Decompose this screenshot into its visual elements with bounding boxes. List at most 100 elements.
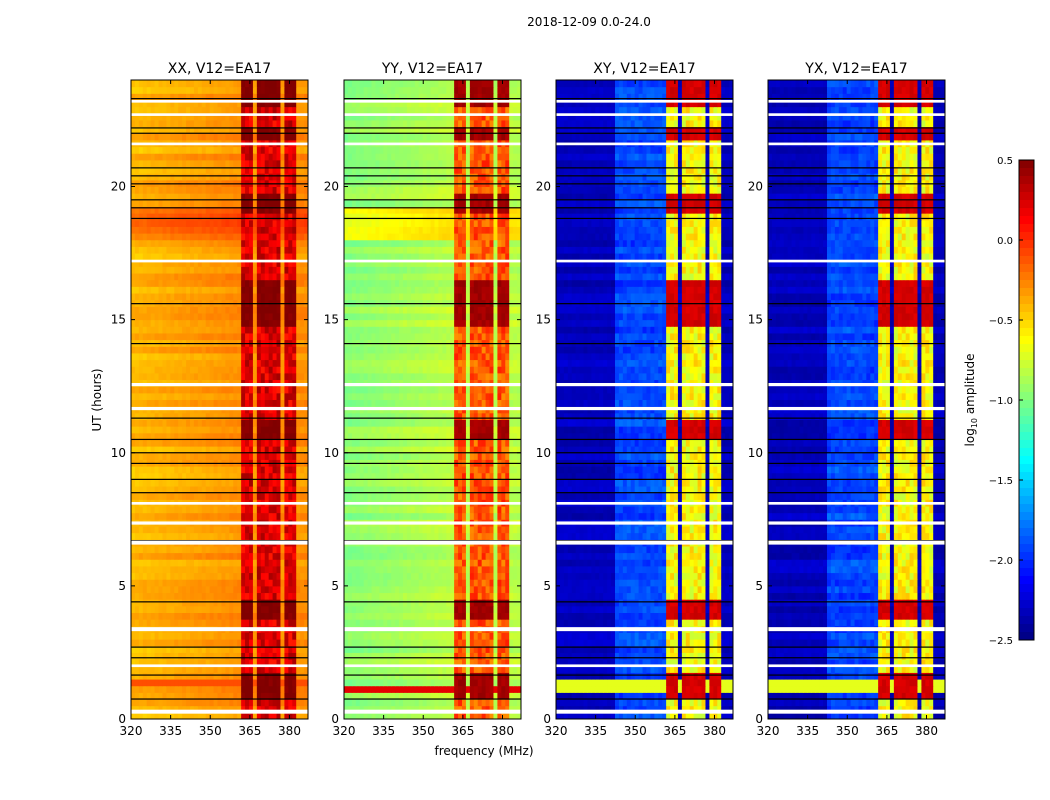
heatmap-cell (296, 159, 301, 168)
heatmap-cell (193, 565, 199, 574)
heatmap-cell (209, 206, 215, 214)
heatmap-cell (245, 106, 250, 114)
heatmap-cell (296, 146, 301, 154)
heatmap-cell (462, 632, 467, 640)
heatmap-cell (292, 665, 297, 673)
heatmap-cell (450, 679, 455, 687)
heatmap-cell (154, 672, 160, 680)
heatmap-cell (154, 419, 160, 427)
heatmap-cell (284, 452, 289, 460)
heatmap-cell (190, 386, 195, 394)
heatmap-cell (292, 525, 297, 534)
heatmap-cell (131, 166, 136, 174)
heatmap-cell (284, 273, 289, 281)
heatmap-cell (256, 685, 262, 693)
heatmap-cell (186, 579, 191, 587)
heatmap-cell (213, 672, 219, 680)
heatmap-cell (166, 506, 171, 514)
heatmap-cell (201, 432, 207, 440)
heatmap-cell (268, 359, 274, 367)
heatmap-cell (217, 592, 222, 600)
heatmap-cell (351, 632, 357, 640)
heatmap-cell (190, 226, 195, 234)
heatmap-cell (292, 699, 297, 707)
heatmap-cell (225, 193, 230, 201)
heatmap-cell (154, 86, 160, 94)
heatmap-cell (304, 412, 309, 420)
heatmap-cell (205, 479, 211, 487)
heatmap-cell (178, 199, 183, 207)
heatmap-cell (288, 439, 293, 447)
heatmap-cell (213, 565, 219, 574)
heatmap-cell (154, 193, 160, 201)
heatmap-cell (166, 273, 171, 281)
heatmap-cell (347, 639, 353, 647)
heatmap-cell (158, 246, 163, 254)
heatmap-cell (264, 619, 270, 627)
heatmap-cell (131, 506, 136, 514)
heatmap-cell (186, 512, 191, 520)
heatmap-cell (178, 293, 183, 301)
heatmap-cell (205, 512, 211, 520)
heatmap-cell (300, 692, 305, 700)
heatmap-cell (300, 213, 305, 221)
heatmap-cell (138, 679, 144, 687)
heatmap-cell (150, 392, 156, 400)
heatmap-cell (272, 479, 278, 487)
heatmap-cell (296, 692, 301, 700)
heatmap-cell (233, 186, 238, 194)
heatmap-cell (213, 432, 219, 440)
heatmap-cell (221, 439, 226, 447)
heatmap-cell (131, 419, 136, 427)
heatmap-cell (260, 452, 266, 460)
data-gap-line (131, 438, 308, 441)
heatmap-cell (252, 639, 258, 647)
heatmap-cell (280, 399, 285, 407)
heatmap-cell (280, 386, 285, 394)
heatmap-cell (158, 492, 163, 500)
heatmap-cell (162, 359, 167, 367)
heatmap-cell (197, 166, 203, 174)
heatmap-cell (256, 585, 262, 594)
heatmap-cell (249, 86, 254, 94)
heatmap-cell (225, 346, 230, 354)
heatmap-cell (209, 426, 215, 434)
heatmap-cell (268, 512, 274, 520)
heatmap-cell (300, 452, 305, 460)
heatmap-cell (150, 525, 156, 534)
heatmap-cell (217, 419, 222, 427)
heatmap-cell (264, 279, 270, 287)
heatmap-cell (154, 432, 160, 440)
heatmap-cell (292, 412, 297, 420)
heatmap-cell (197, 386, 203, 394)
heatmap-cell (430, 639, 435, 647)
heatmap-cell (252, 565, 258, 574)
heatmap-cell (233, 359, 238, 367)
heatmap-cell (276, 186, 281, 194)
heatmap-cell (154, 153, 160, 161)
heatmap-cell (276, 612, 281, 620)
heatmap-cell (237, 559, 242, 567)
heatmap-cell (292, 572, 297, 580)
heatmap-cell (154, 612, 160, 620)
heatmap-cell (229, 605, 234, 613)
heatmap-cell (150, 359, 156, 367)
heatmap-cell (446, 639, 451, 647)
heatmap-cell (217, 712, 222, 720)
heatmap-cell (186, 199, 191, 207)
heatmap-cell (296, 213, 301, 221)
heatmap-cell (292, 679, 297, 687)
heatmap-cell (399, 632, 404, 640)
heatmap-cell (304, 532, 309, 540)
heatmap-cell (170, 419, 175, 427)
heatmap-cell (256, 219, 262, 227)
heatmap-cell (260, 312, 266, 321)
heatmap-cell (296, 712, 301, 720)
heatmap-cell (142, 679, 148, 687)
heatmap-cell (292, 466, 297, 474)
heatmap-cell (213, 419, 219, 427)
heatmap-cell (162, 486, 167, 494)
heatmap-cell (193, 705, 199, 713)
heatmap-cell (406, 672, 412, 680)
